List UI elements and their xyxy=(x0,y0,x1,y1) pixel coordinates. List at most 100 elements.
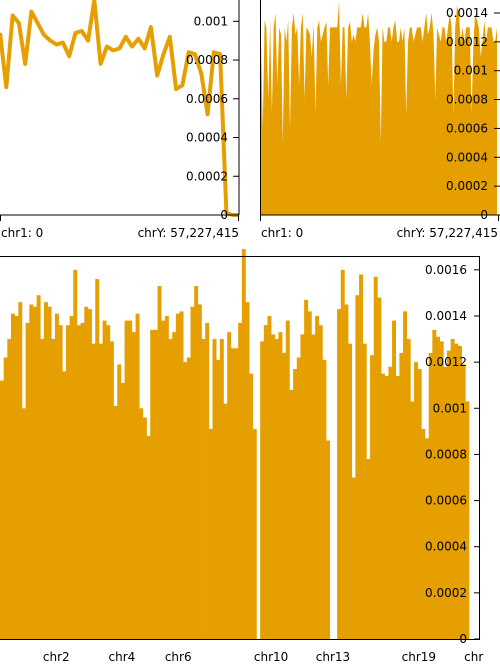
bar xyxy=(216,359,221,639)
bar xyxy=(278,332,283,639)
panel-bar-chart: 0 0.0002 0.0004 0.0006 0.0008 0.001 0.0012 0.00… xyxy=(0,249,483,664)
bar xyxy=(436,336,440,639)
bar xyxy=(252,429,257,639)
bar xyxy=(120,382,125,639)
y-tick-label: 0.0006 xyxy=(446,121,488,135)
series-area xyxy=(261,1,497,216)
y-tick-label: 0.0014 xyxy=(446,6,488,20)
bar xyxy=(348,343,353,639)
bar xyxy=(135,313,140,639)
bar xyxy=(36,295,41,639)
y-tick-label: 0.0002 xyxy=(446,179,488,193)
bar xyxy=(425,438,429,639)
bar xyxy=(14,315,19,639)
y-tick-label: 0.0008 xyxy=(186,53,228,67)
bar xyxy=(201,339,206,639)
bar xyxy=(43,302,48,639)
bar xyxy=(417,369,422,639)
bar xyxy=(282,352,287,639)
bar xyxy=(447,350,451,639)
bar xyxy=(392,320,397,639)
y-axis-ticks: 0 0.0002 0.0004 0.0006 0.0008 0.001 0.0012 0.00… xyxy=(446,6,500,222)
bar xyxy=(131,332,136,639)
y-tick-label: 0.0004 xyxy=(446,150,488,164)
bar xyxy=(322,359,327,639)
bar xyxy=(102,320,107,639)
y-tick-label: 0 xyxy=(459,632,467,646)
bar xyxy=(465,401,470,639)
bar xyxy=(421,429,426,639)
y-tick-label: 0.0008 xyxy=(425,447,467,461)
y-tick-label: 0.001 xyxy=(433,401,467,415)
y-tick-label: 0.0016 xyxy=(425,263,467,277)
bar xyxy=(87,309,92,639)
bar xyxy=(366,459,371,639)
bar xyxy=(179,311,184,639)
bar xyxy=(410,401,415,639)
y-tick-label: 0.0002 xyxy=(425,586,467,600)
bar xyxy=(263,325,268,639)
bar xyxy=(128,320,133,639)
y-tick-label: 0.0012 xyxy=(425,355,467,369)
bar xyxy=(113,405,118,639)
bar xyxy=(7,339,12,639)
x-axis-end-label: chrY: 57,227,415 xyxy=(138,226,239,240)
bar xyxy=(300,334,305,639)
y-tick-label: 0.001 xyxy=(454,64,488,78)
chromosome-label: chr4 xyxy=(109,650,136,664)
bar xyxy=(450,339,455,639)
chromosome-label: chr xyxy=(464,650,483,664)
bar xyxy=(249,373,254,639)
y-tick-label: 0.0008 xyxy=(446,93,488,107)
y-tick-label: 0.0004 xyxy=(186,131,228,145)
bar xyxy=(428,352,433,639)
bar xyxy=(403,311,408,639)
bar xyxy=(395,375,400,639)
bar xyxy=(65,325,70,639)
bar xyxy=(0,380,4,639)
x-axis-start-label: chr1: 0 xyxy=(1,226,43,240)
bar xyxy=(289,389,294,639)
bar xyxy=(219,339,224,639)
bar xyxy=(146,435,151,639)
bar xyxy=(267,315,272,639)
bar xyxy=(359,274,364,639)
bar xyxy=(164,315,169,639)
bar xyxy=(54,313,59,639)
bar xyxy=(80,322,85,639)
bar xyxy=(197,304,202,639)
bar xyxy=(194,285,199,639)
chromosome-label: chr13 xyxy=(316,650,350,664)
bar xyxy=(25,322,30,639)
bar xyxy=(76,325,81,639)
bar xyxy=(241,249,246,639)
bar xyxy=(406,339,411,639)
bar xyxy=(29,304,34,639)
bar xyxy=(443,366,448,639)
bar xyxy=(18,302,23,639)
chromosome-labels: chr2 chr4 chr6 chr10 chr13 chr19 chr xyxy=(43,650,483,664)
bar xyxy=(377,297,382,639)
bar xyxy=(47,306,52,639)
bar xyxy=(432,329,437,639)
bar xyxy=(21,408,26,639)
y-tick-label: 0 xyxy=(480,208,488,222)
bar xyxy=(161,320,166,639)
bar xyxy=(69,315,74,639)
bar xyxy=(245,302,250,639)
bar xyxy=(212,339,217,639)
bar xyxy=(351,477,356,639)
bar xyxy=(454,343,459,639)
bar xyxy=(458,345,462,639)
bar xyxy=(260,341,265,639)
bar xyxy=(388,366,393,639)
bar xyxy=(362,343,367,639)
bar xyxy=(32,306,37,639)
y-tick-label: 0.001 xyxy=(194,14,228,28)
panel-area-chart: 0 0.0002 0.0004 0.0006 0.0008 0.001 0.0012 0.00… xyxy=(260,0,500,240)
bar xyxy=(73,269,78,639)
y-tick-label: 0.0006 xyxy=(186,92,228,106)
chromosome-label: chr10 xyxy=(254,650,288,664)
y-tick-label: 0.0002 xyxy=(186,169,228,183)
